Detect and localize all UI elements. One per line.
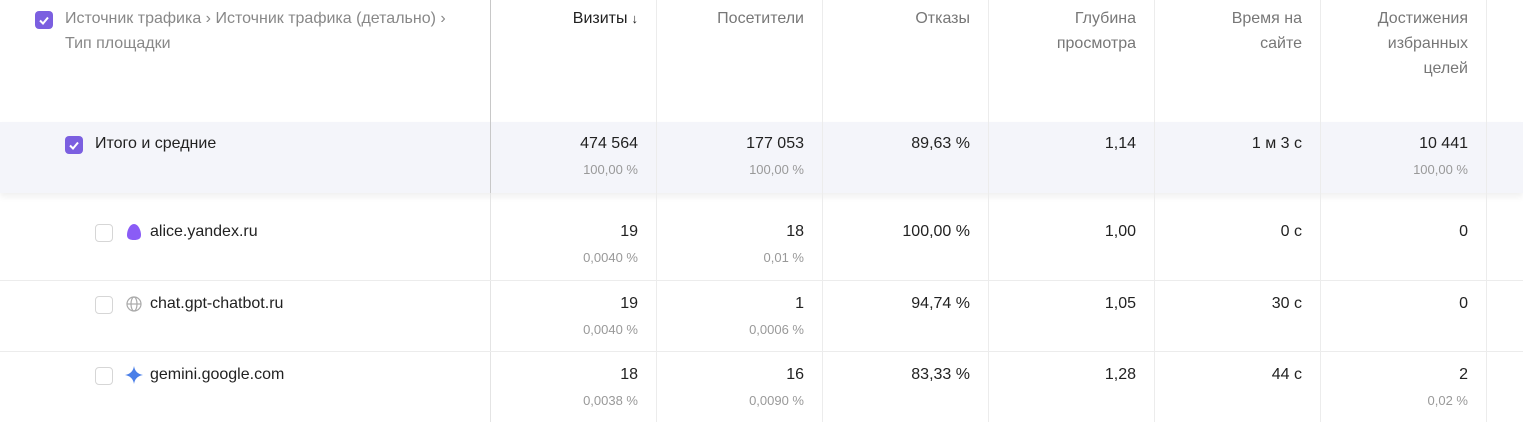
cell-value: 10 441 (1419, 135, 1468, 152)
source-label[interactable]: alice.yandex.ru (150, 223, 258, 240)
column-divider (490, 193, 491, 422)
cell-value: 16 (786, 366, 804, 383)
cell-value: 19 (620, 223, 638, 240)
cell-value: 0 с (1280, 223, 1302, 240)
column-title: Отказы (915, 10, 970, 27)
source-label[interactable]: chat.gpt-chatbot.ru (150, 294, 284, 312)
column-divider (1486, 0, 1487, 422)
row-checkbox[interactable] (95, 295, 113, 314)
row-checkbox[interactable] (95, 367, 113, 385)
totals-checkbox[interactable] (65, 136, 83, 154)
source-icon (124, 294, 144, 314)
cell-value: 44 с (1271, 366, 1302, 383)
totals-label: Итого и средние (95, 135, 217, 152)
column-header[interactable]: Визиты ↓ (526, 6, 638, 31)
row-checkbox[interactable] (95, 224, 113, 242)
cell-value: 1 м 3 с (1251, 135, 1302, 152)
cell-value: 19 (620, 294, 638, 312)
column-header[interactable]: Достижения избранных целей (1356, 6, 1468, 81)
column-divider (656, 0, 657, 422)
cell-value: 0 (1459, 294, 1468, 312)
alice-icon (127, 224, 141, 240)
select-all-checkbox[interactable] (35, 11, 53, 29)
cell-value: 1 (795, 294, 804, 312)
globe-icon (126, 295, 142, 312)
column-header[interactable]: Посетители (692, 6, 804, 31)
cell-value: 18 (620, 366, 638, 383)
column-divider (988, 0, 989, 422)
cell-value: 18 (786, 223, 804, 240)
cell-value: 1,28 (1104, 366, 1136, 383)
cell-share: 0,01 % (763, 250, 804, 265)
cell-share: 100,00 % (1413, 162, 1468, 177)
column-title: Посетители (717, 10, 804, 27)
check-icon (69, 141, 79, 150)
dimension-header[interactable]: Источник трафика › Источник трафика (дет… (65, 10, 446, 52)
cell-value: 0 (1459, 223, 1468, 240)
column-divider (822, 0, 823, 422)
check-icon (39, 16, 49, 25)
cell-value: 2 (1459, 366, 1468, 383)
column-title: Визиты (572, 10, 628, 27)
cell-value: 1,05 (1104, 294, 1136, 312)
cell-share: 100,00 % (749, 162, 804, 177)
cell-value: 1,00 (1104, 223, 1136, 240)
totals-background (0, 122, 1523, 193)
column-title: Глубина просмотра (1056, 10, 1136, 52)
cell-share: 0,0038 % (583, 393, 638, 408)
row-divider (0, 351, 1523, 352)
column-title: Время на сайте (1231, 10, 1302, 52)
cell-share: 100,00 % (583, 162, 638, 177)
column-header[interactable]: Отказы (858, 6, 970, 31)
cell-value: 177 053 (746, 135, 804, 152)
column-divider (490, 0, 491, 193)
column-title: Достижения избранных целей (1377, 10, 1468, 77)
sort-arrow: ↓ (631, 11, 639, 26)
column-divider (1154, 0, 1155, 422)
source-icon (124, 222, 144, 242)
row-divider (0, 279, 1523, 281)
cell-share: 0,0006 % (749, 321, 804, 337)
cell-value: 474 564 (580, 135, 638, 152)
gemini-icon (125, 366, 143, 384)
cell-value: 30 с (1271, 294, 1302, 312)
cell-value: 83,33 % (911, 366, 970, 383)
cell-share: 0,02 % (1427, 393, 1468, 408)
cell-value: 94,74 % (911, 294, 970, 312)
column-divider (1320, 0, 1321, 422)
source-label[interactable]: gemini.google.com (150, 366, 285, 383)
cell-value: 89,63 % (911, 135, 970, 152)
column-header[interactable]: Время на сайте (1190, 6, 1302, 56)
column-header[interactable]: Глубина просмотра (1024, 6, 1136, 56)
cell-value: 1,14 (1104, 135, 1136, 152)
cell-share: 0,0040 % (583, 321, 638, 337)
source-icon (124, 365, 144, 385)
cell-value: 100,00 % (902, 223, 970, 240)
cell-share: 0,0090 % (749, 393, 804, 408)
cell-share: 0,0040 % (583, 250, 638, 265)
